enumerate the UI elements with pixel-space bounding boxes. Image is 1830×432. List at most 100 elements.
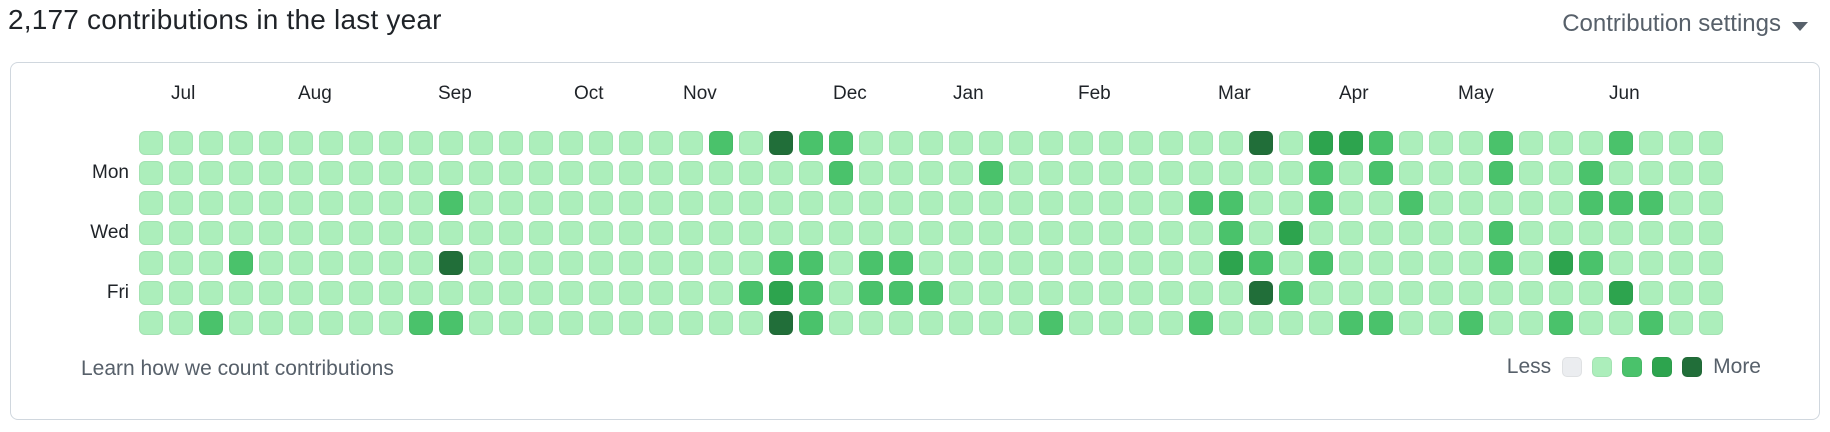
contribution-cell[interactable] <box>379 221 403 245</box>
contribution-cell[interactable] <box>199 251 223 275</box>
contribution-cell[interactable] <box>469 311 493 335</box>
contribution-cell[interactable] <box>439 131 463 155</box>
contribution-cell[interactable] <box>619 161 643 185</box>
contribution-cell[interactable] <box>1429 191 1453 215</box>
contribution-cell[interactable] <box>1459 131 1483 155</box>
contribution-cell[interactable] <box>349 191 373 215</box>
contribution-cell[interactable] <box>259 221 283 245</box>
contribution-cell[interactable] <box>859 161 883 185</box>
contribution-cell[interactable] <box>349 221 373 245</box>
contribution-cell[interactable] <box>829 191 853 215</box>
contribution-cell[interactable] <box>679 281 703 305</box>
contribution-cell[interactable] <box>1429 131 1453 155</box>
contribution-cell[interactable] <box>559 161 583 185</box>
contribution-cell[interactable] <box>1129 161 1153 185</box>
contribution-cell[interactable] <box>1489 281 1513 305</box>
contribution-cell[interactable] <box>559 221 583 245</box>
contribution-cell[interactable] <box>1459 161 1483 185</box>
contribution-cell[interactable] <box>529 251 553 275</box>
contribution-cell[interactable] <box>1579 131 1603 155</box>
contribution-cell[interactable] <box>1189 221 1213 245</box>
contribution-cell[interactable] <box>379 281 403 305</box>
contribution-cell[interactable] <box>1639 281 1663 305</box>
contribution-cell[interactable] <box>889 251 913 275</box>
contribution-cell[interactable] <box>1129 311 1153 335</box>
contribution-cell[interactable] <box>229 311 253 335</box>
contribution-cell[interactable] <box>1039 191 1063 215</box>
contribution-cell[interactable] <box>199 191 223 215</box>
contribution-cell[interactable] <box>259 281 283 305</box>
contribution-cell[interactable] <box>649 221 673 245</box>
contribution-cell[interactable] <box>1609 131 1633 155</box>
contribution-cell[interactable] <box>1639 251 1663 275</box>
contribution-cell[interactable] <box>1039 281 1063 305</box>
contribution-cell[interactable] <box>1549 221 1573 245</box>
contribution-cell[interactable] <box>1189 251 1213 275</box>
contribution-cell[interactable] <box>1069 251 1093 275</box>
contribution-cell[interactable] <box>319 221 343 245</box>
contribution-cell[interactable] <box>1069 311 1093 335</box>
contribution-cell[interactable] <box>1519 191 1543 215</box>
contribution-cell[interactable] <box>1669 221 1693 245</box>
contribution-cell[interactable] <box>529 161 553 185</box>
contribution-cell[interactable] <box>1219 251 1243 275</box>
contribution-cell[interactable] <box>919 251 943 275</box>
contribution-cell[interactable] <box>439 311 463 335</box>
contribution-cell[interactable] <box>649 161 673 185</box>
contribution-cell[interactable] <box>649 251 673 275</box>
contribution-cell[interactable] <box>1549 251 1573 275</box>
contribution-cell[interactable] <box>229 281 253 305</box>
contribution-cell[interactable] <box>709 251 733 275</box>
contribution-cell[interactable] <box>499 131 523 155</box>
contribution-cell[interactable] <box>1639 191 1663 215</box>
contribution-cell[interactable] <box>979 311 1003 335</box>
contribution-cell[interactable] <box>259 131 283 155</box>
contribution-cell[interactable] <box>769 311 793 335</box>
contribution-cell[interactable] <box>1249 161 1273 185</box>
contribution-cell[interactable] <box>1429 311 1453 335</box>
contribution-cell[interactable] <box>1609 281 1633 305</box>
contribution-cell[interactable] <box>1069 161 1093 185</box>
contribution-cell[interactable] <box>229 191 253 215</box>
contribution-cell[interactable] <box>739 161 763 185</box>
contribution-cell[interactable] <box>1399 131 1423 155</box>
contribution-cell[interactable] <box>1249 311 1273 335</box>
contribution-cell[interactable] <box>1549 161 1573 185</box>
contribution-cell[interactable] <box>319 161 343 185</box>
contribution-cell[interactable] <box>1339 251 1363 275</box>
contribution-cell[interactable] <box>349 251 373 275</box>
contribution-cell[interactable] <box>199 281 223 305</box>
contribution-cell[interactable] <box>709 131 733 155</box>
contribution-cell[interactable] <box>499 191 523 215</box>
contribution-cell[interactable] <box>259 161 283 185</box>
contribution-cell[interactable] <box>289 311 313 335</box>
contribution-cell[interactable] <box>919 131 943 155</box>
contribution-cell[interactable] <box>739 281 763 305</box>
contribution-cell[interactable] <box>169 251 193 275</box>
contribution-cell[interactable] <box>739 131 763 155</box>
contribution-cell[interactable] <box>1129 251 1153 275</box>
contribution-cell[interactable] <box>1279 251 1303 275</box>
contribution-cell[interactable] <box>889 161 913 185</box>
contribution-cell[interactable] <box>679 251 703 275</box>
contribution-cell[interactable] <box>169 221 193 245</box>
contribution-cell[interactable] <box>619 191 643 215</box>
contribution-cell[interactable] <box>499 281 523 305</box>
contribution-cell[interactable] <box>1579 161 1603 185</box>
contribution-cell[interactable] <box>1459 221 1483 245</box>
contribution-cell[interactable] <box>1099 281 1123 305</box>
contribution-cell[interactable] <box>139 251 163 275</box>
contribution-cell[interactable] <box>829 281 853 305</box>
contribution-cell[interactable] <box>799 221 823 245</box>
contribution-cell[interactable] <box>409 311 433 335</box>
contribution-cell[interactable] <box>739 221 763 245</box>
contribution-cell[interactable] <box>979 251 1003 275</box>
contribution-cell[interactable] <box>1369 221 1393 245</box>
contribution-cell[interactable] <box>919 281 943 305</box>
contribution-cell[interactable] <box>319 131 343 155</box>
contribution-cell[interactable] <box>139 161 163 185</box>
contribution-cell[interactable] <box>1489 311 1513 335</box>
contribution-cell[interactable] <box>1699 281 1723 305</box>
contribution-cell[interactable] <box>1309 281 1333 305</box>
contribution-cell[interactable] <box>169 161 193 185</box>
